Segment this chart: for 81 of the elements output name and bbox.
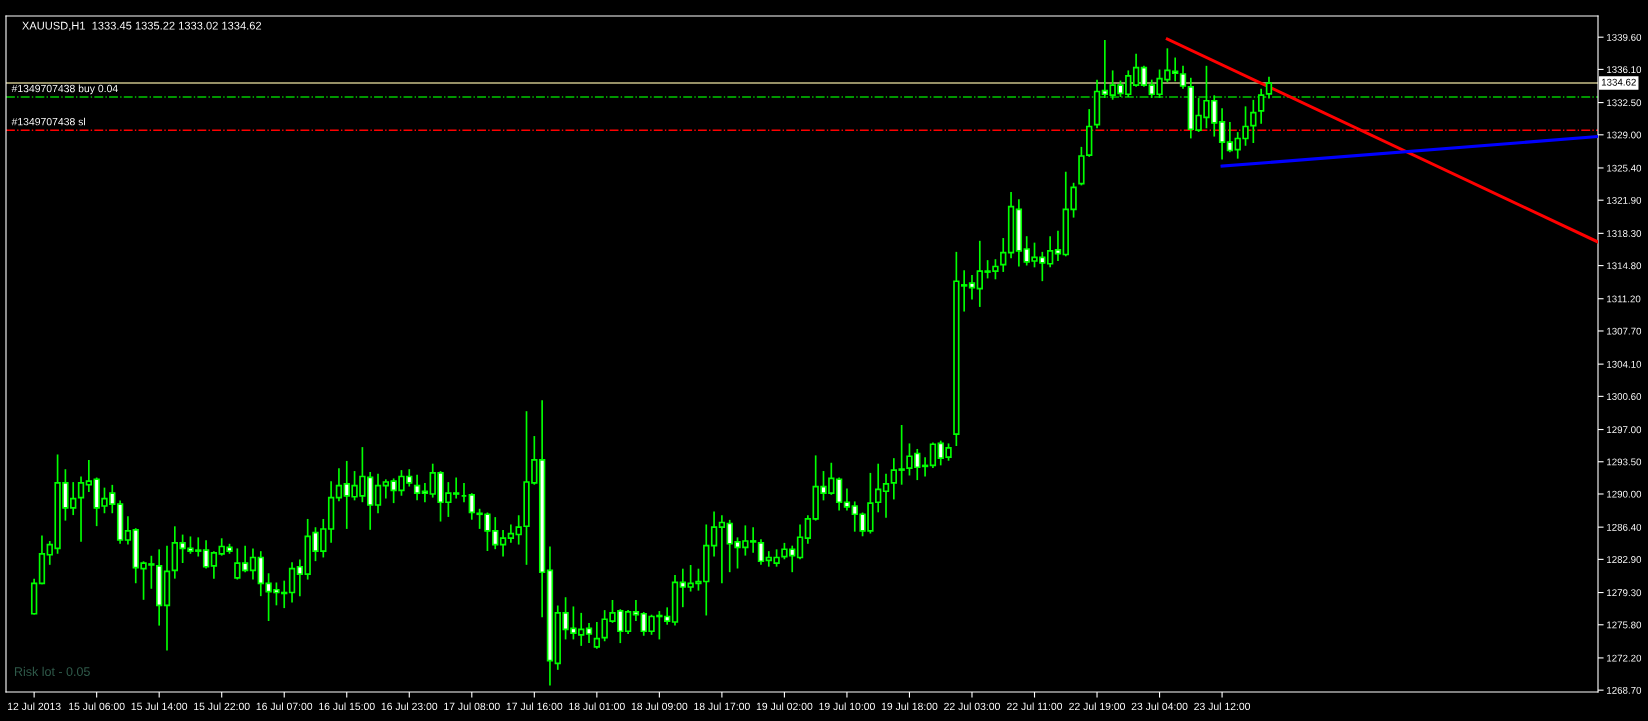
y-tick-label: 1290.00: [1607, 490, 1642, 498]
x-tick-label: 19 Jul 18:00: [881, 702, 938, 711]
candlestick: [632, 599, 640, 621]
y-tick-label: 1279.30: [1607, 589, 1642, 597]
y-tick-label: 1297.00: [1607, 426, 1642, 434]
candlestick: [585, 623, 593, 644]
candlestick: [507, 524, 515, 543]
candlestick: [210, 551, 218, 579]
annotation: Risk lot - 0.05: [14, 666, 90, 677]
candlestick: [249, 548, 257, 580]
x-tick-label: 22 Jul 19:00: [1069, 702, 1126, 711]
y-tick-label: 1282.90: [1607, 556, 1642, 563]
candlestick: [1226, 121, 1234, 153]
candlestick: [929, 442, 937, 469]
x-tick-label: 22 Jul 03:00: [944, 702, 1000, 711]
y-tick-label: 1307.70: [1607, 327, 1642, 335]
x-tick-label: 18 Jul 01:00: [569, 702, 625, 711]
candlestick: [843, 488, 851, 511]
candlestick: [499, 529, 507, 557]
x-tick-label: 19 Jul 10:00: [819, 702, 875, 711]
x-tick-label: 16 Jul 15:00: [319, 702, 375, 711]
candlestick: [1250, 99, 1257, 144]
x-tick-label: 22 Jul 11:00: [1007, 702, 1063, 711]
y-tick-label: 1304.10: [1607, 360, 1642, 368]
x-tick-label: 15 Jul 06:00: [69, 702, 125, 711]
y-tick-label: 1300.60: [1607, 393, 1642, 400]
candlestick: [1218, 108, 1226, 160]
candlestick: [374, 473, 382, 514]
candlestick: [757, 539, 765, 565]
candlestick: [882, 473, 890, 518]
x-tick-label: 18 Jul 17:00: [694, 702, 750, 711]
candlestick: [593, 622, 601, 649]
y-tick-label: 1336.10: [1607, 66, 1642, 74]
candlestick: [124, 516, 132, 545]
y-tick-label: 1311.20: [1607, 295, 1641, 303]
candlestick: [718, 515, 726, 584]
ref-line-label: 1334.62: [1601, 78, 1636, 86]
y-tick-label: 1332.50: [1607, 99, 1642, 107]
candlestick: [77, 476, 85, 542]
y-tick-label: 1325.40: [1607, 164, 1642, 172]
x-tick-label: 23 Jul 04:00: [1131, 702, 1188, 711]
candlestick: [1140, 65, 1148, 87]
chart-title: XAUUSD,H1 1333.45 1335.22 1333.02 1334.62: [22, 21, 262, 31]
y-tick-label: 1272.20: [1607, 654, 1642, 662]
x-tick-label: 23 Jul 12:00: [1194, 702, 1251, 711]
candlestick: [835, 477, 843, 511]
x-tick-label: 18 Jul 09:00: [631, 702, 688, 711]
candlestick: [1054, 230, 1062, 261]
candlestick: [413, 474, 421, 501]
y-tick-label: 1318.30: [1607, 230, 1642, 237]
y-tick-label: 1275.80: [1607, 621, 1642, 629]
candlestick: [421, 483, 429, 503]
candlestick: [1132, 53, 1140, 87]
x-tick-label: 17 Jul 08:00: [444, 702, 500, 711]
x-tick-label: 15 Jul 22:00: [194, 702, 250, 711]
y-tick-label: 1286.40: [1607, 523, 1642, 531]
candlestick: [1179, 65, 1187, 89]
y-tick-label: 1268.70: [1607, 686, 1642, 694]
x-tick-label: 16 Jul 23:00: [381, 702, 438, 711]
candlestick: [1265, 76, 1273, 99]
ref-line-label: #1349707438 buy 0.04: [11, 84, 118, 95]
candlestick: [202, 540, 210, 569]
candlestick: [968, 274, 976, 300]
x-tick-label: 19 Jul 02:00: [756, 702, 813, 711]
candlestick: [624, 610, 632, 634]
x-tick-label: 12 Jul 2013: [8, 702, 61, 711]
y-tick-label: 1314.80: [1607, 262, 1642, 270]
y-tick-label: 1321.90: [1607, 196, 1642, 204]
x-tick-label: 15 Jul 14:00: [131, 702, 188, 711]
candlestick: [1000, 238, 1007, 272]
candlestick: [796, 524, 804, 560]
y-tick-label: 1293.50: [1607, 458, 1642, 466]
candlestick: [335, 468, 343, 502]
y-tick-label: 1339.60: [1607, 33, 1642, 41]
ref-line-label: #1349707438 sl: [11, 117, 85, 126]
candlestick: [710, 511, 718, 557]
candlestick: [288, 562, 296, 603]
x-tick-label: 17 Jul 16:00: [506, 702, 563, 711]
y-tick-label: 1329.00: [1607, 131, 1642, 139]
x-tick-label: 16 Jul 07:00: [256, 702, 313, 711]
candlestick: [1257, 88, 1265, 124]
